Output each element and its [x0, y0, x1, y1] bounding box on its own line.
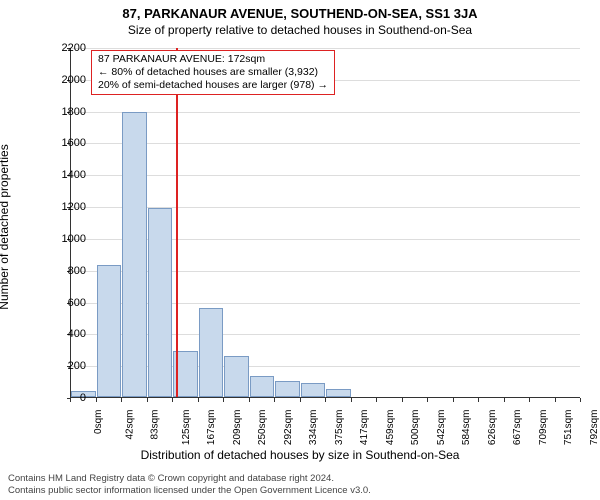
x-tick-mark	[478, 398, 479, 402]
x-tick-mark	[325, 398, 326, 402]
histogram-bar	[199, 308, 224, 397]
x-tick-label: 209sqm	[232, 410, 243, 446]
y-tick-label: 1600	[46, 137, 86, 149]
y-tick-label: 600	[46, 297, 86, 309]
gridline	[71, 112, 580, 113]
x-tick-mark	[351, 398, 352, 402]
x-tick-mark	[529, 398, 530, 402]
x-tick-label: 709sqm	[538, 410, 549, 446]
x-tick-mark	[504, 398, 505, 402]
y-tick-label: 400	[46, 328, 86, 340]
reference-line	[176, 48, 178, 397]
x-tick-mark	[147, 398, 148, 402]
chart-title-sub: Size of property relative to detached ho…	[0, 21, 600, 37]
y-tick-label: 1000	[46, 233, 86, 245]
x-tick-label: 500sqm	[410, 410, 421, 446]
gridline	[71, 143, 580, 144]
y-tick-label: 200	[46, 360, 86, 372]
y-tick-label: 800	[46, 265, 86, 277]
histogram-bar	[148, 208, 173, 397]
y-tick-label: 1800	[46, 106, 86, 118]
x-tick-label: 417sqm	[359, 410, 370, 446]
x-tick-mark	[427, 398, 428, 402]
gridline	[71, 48, 580, 49]
x-tick-label: 792sqm	[589, 410, 600, 446]
histogram-bar	[275, 381, 300, 397]
x-tick-mark	[172, 398, 173, 402]
footer-attribution: Contains HM Land Registry data © Crown c…	[8, 473, 371, 496]
x-tick-label: 334sqm	[308, 410, 319, 446]
y-tick-label: 0	[46, 392, 86, 404]
x-tick-mark	[453, 398, 454, 402]
chart-title-main: 87, PARKANAUR AVENUE, SOUTHEND-ON-SEA, S…	[0, 0, 600, 21]
x-tick-label: 375sqm	[334, 410, 345, 446]
annotation-box: 87 PARKANAUR AVENUE: 172sqm ← 80% of det…	[91, 50, 335, 95]
x-tick-mark	[274, 398, 275, 402]
x-tick-mark	[70, 398, 71, 402]
histogram-bar	[326, 389, 351, 397]
x-tick-label: 250sqm	[257, 410, 268, 446]
x-tick-label: 459sqm	[385, 410, 396, 446]
histogram-bar	[224, 356, 249, 397]
gridline	[71, 175, 580, 176]
x-tick-label: 125sqm	[181, 410, 192, 446]
x-tick-label: 83sqm	[150, 410, 161, 440]
x-tick-label: 751sqm	[563, 410, 574, 446]
annotation-line1: 87 PARKANAUR AVENUE: 172sqm	[98, 53, 328, 66]
x-tick-mark	[580, 398, 581, 402]
x-tick-mark	[96, 398, 97, 402]
annotation-line3: 20% of semi-detached houses are larger (…	[98, 79, 328, 92]
y-tick-label: 1400	[46, 169, 86, 181]
x-tick-mark	[555, 398, 556, 402]
histogram-bar	[250, 376, 275, 397]
y-tick-label: 2200	[46, 42, 86, 54]
x-tick-label: 292sqm	[283, 410, 294, 446]
x-tick-label: 167sqm	[206, 410, 217, 446]
x-tick-label: 0sqm	[93, 410, 104, 434]
histogram-bar	[301, 383, 326, 397]
x-tick-label: 667sqm	[512, 410, 523, 446]
histogram-bar	[122, 112, 147, 397]
x-tick-label: 626sqm	[487, 410, 498, 446]
chart-plot-area: 87 PARKANAUR AVENUE: 172sqm ← 80% of det…	[70, 48, 580, 398]
footer-line2: Contains public sector information licen…	[8, 485, 371, 496]
annotation-line2: ← 80% of detached houses are smaller (3,…	[98, 66, 328, 79]
y-tick-label: 2000	[46, 74, 86, 86]
x-axis-title: Distribution of detached houses by size …	[0, 448, 600, 462]
x-tick-mark	[223, 398, 224, 402]
x-tick-label: 42sqm	[124, 410, 135, 440]
y-tick-label: 1200	[46, 201, 86, 213]
x-tick-mark	[198, 398, 199, 402]
x-tick-mark	[249, 398, 250, 402]
histogram-bar	[97, 265, 122, 397]
footer-line1: Contains HM Land Registry data © Crown c…	[8, 473, 371, 484]
x-tick-label: 542sqm	[436, 410, 447, 446]
x-tick-mark	[300, 398, 301, 402]
x-tick-mark	[121, 398, 122, 402]
y-axis-title: Number of detached properties	[0, 144, 11, 309]
x-tick-mark	[402, 398, 403, 402]
x-tick-mark	[376, 398, 377, 402]
x-tick-label: 584sqm	[461, 410, 472, 446]
